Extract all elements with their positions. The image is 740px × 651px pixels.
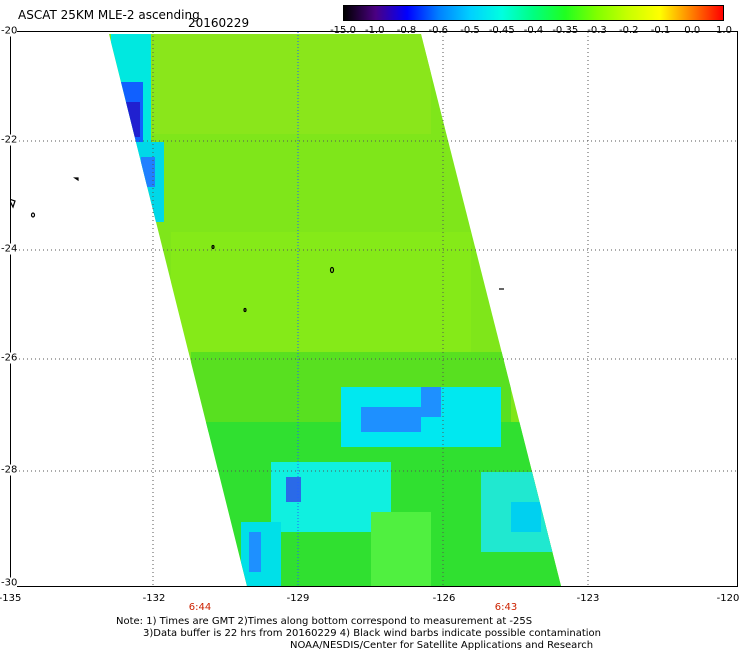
lon-label: -120 <box>716 593 740 604</box>
colorbar <box>343 5 724 21</box>
colorbar-label: -15.0 <box>330 25 356 36</box>
colorbar-label: 0.0 <box>684 25 701 36</box>
lat-label: -26 <box>1 352 18 364</box>
colorbar-label: -1.0 <box>364 25 385 36</box>
colorbar-label: 1.0 <box>716 25 732 36</box>
lon-label: -126 <box>432 593 456 604</box>
colorbar-label: -0.35 <box>552 25 579 36</box>
note-line-2: 3)Data buffer is 22 hrs from 20160229 4)… <box>143 628 601 639</box>
swath-color-fields <box>111 34 561 586</box>
lat-label: -24 <box>1 243 18 255</box>
island-outlines <box>11 177 504 313</box>
colorbar-label: -0.6 <box>428 25 449 36</box>
colorbar-label: -0.1 <box>650 25 671 36</box>
colorbar-label: -0.8 <box>396 25 417 36</box>
map-plot-frame <box>10 31 738 587</box>
map-svg <box>11 32 737 586</box>
colorbar-label: -0.3 <box>587 25 607 36</box>
lat-label: -28 <box>1 464 18 476</box>
colorbar-label: -0.45 <box>488 25 515 36</box>
lat-label: -20 <box>1 25 18 37</box>
lat-label: -22 <box>1 134 18 146</box>
lon-label: -132 <box>142 593 166 604</box>
colorbar-label: -0.5 <box>460 25 480 36</box>
lon-label: -129 <box>286 593 310 604</box>
map-title: ASCAT 25KM MLE-2 ascending <box>18 8 200 22</box>
colorbar-label: -0.2 <box>618 25 639 36</box>
lon-label: -123 <box>576 593 600 604</box>
lon-label: -135 <box>0 593 22 604</box>
time-label-right: 6:43 <box>494 602 518 613</box>
note-line-3: NOAA/NESDIS/Center for Satellite Applica… <box>290 640 594 651</box>
graticule <box>11 32 737 586</box>
note-line-1: Note: 1) Times are GMT 2)Times along bot… <box>116 616 533 627</box>
colorbar-label: -0.4 <box>523 25 544 36</box>
time-label-left: 6:44 <box>188 602 212 613</box>
lat-label: -30 <box>1 577 18 589</box>
map-date: 20160229 <box>188 16 250 30</box>
